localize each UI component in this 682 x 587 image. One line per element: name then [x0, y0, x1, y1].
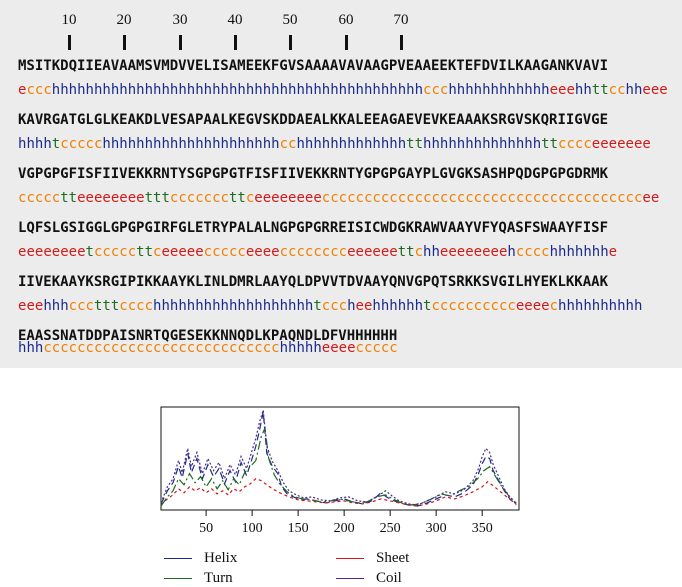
- x-axis: 50 100 150 200 250 300 350: [199, 510, 493, 536]
- structure-line: hhhhtccccchhhhhhhhhhhhhhhhhhhhhcchhhhhhh…: [18, 136, 651, 152]
- sequence-line: LQFSLGSIGGLGPGPGIRFGLETRYPALALNGPGPGRREI…: [18, 220, 609, 236]
- sequence-line: KAVRGATGLGLKEAKDLVESAPAALKEGVSKDDAEALKKA…: [18, 112, 609, 128]
- x-tick-label: 50: [199, 521, 213, 536]
- x-tick-label: 350: [472, 521, 493, 536]
- sequence-line: IIVEKAAYKSRGIPIKKAAYKLINLDMRLAAYQLDPVVTD…: [18, 274, 609, 290]
- ruler-label: 50: [282, 12, 298, 28]
- series-line-helix: [160, 411, 517, 507]
- legend-item-coil: Coil: [336, 570, 402, 587]
- sequence-line: MSITKDQIIEAVAAMSVMDVVELISAMEEKFGVSAAAAVA…: [18, 58, 609, 74]
- legend-label: Turn: [204, 570, 233, 586]
- ruler-tick: [234, 35, 237, 50]
- legend-swatch: [164, 558, 192, 560]
- legend-item-sheet: Sheet: [336, 550, 409, 567]
- legend-item-turn: Turn: [164, 570, 233, 587]
- series-line-coil: [160, 409, 517, 506]
- x-tick-label: 200: [334, 521, 355, 536]
- ruler-label: 70: [393, 12, 409, 28]
- ruler-label: 30: [172, 12, 188, 28]
- series-layer: [160, 409, 517, 507]
- ruler-label: 40: [227, 12, 243, 28]
- ruler-tick: [123, 35, 126, 50]
- legend-label: Coil: [376, 570, 402, 586]
- ruler-label: 20: [116, 12, 132, 28]
- x-tick-label: 150: [288, 521, 309, 536]
- series-line-sheet: [160, 478, 517, 507]
- legend-item-helix: Helix: [164, 550, 237, 567]
- x-tick-label: 100: [242, 521, 263, 536]
- sequence-panel: 10 20 30 40 50 60 70 MSITKDQIIEAVAAMSVMDVVELIS…: [0, 0, 682, 368]
- sequence-line: VGPGPGFISFIIVEKKRNTYSGPGPGTFISFIIVEKKRNT…: [18, 166, 609, 182]
- ruler-label: 60: [338, 12, 354, 28]
- ruler-tick: [289, 35, 292, 50]
- ruler-label: 10: [61, 12, 77, 28]
- x-tick-label: 250: [380, 521, 401, 536]
- structure-line: eccchhhhhhhhhhhhhhhhhhhhhhhhhhhhhhhhhhhh…: [18, 82, 668, 98]
- structure-line: eeehhhccctttcccchhhhhhhhhhhhhhhhhhhtccch…: [18, 298, 643, 314]
- structure-line: ccccctteeeeeeeetttcccccccttceeeeeeeecccc…: [18, 190, 660, 206]
- structure-line: hhhcccccccccccccccccccccccccccchhhhheeee…: [18, 340, 398, 356]
- legend-swatch: [336, 558, 364, 560]
- legend-label: Sheet: [376, 550, 410, 566]
- plot-frame: [160, 406, 520, 511]
- legend-label: Helix: [204, 550, 238, 566]
- ruler-tick: [400, 35, 403, 50]
- sequence-line: EAASSNATDDPAISNRTQGESEKKNNQDLKPAQNDLDFVH…: [18, 328, 398, 344]
- legend-swatch: [164, 578, 192, 580]
- legend-swatch: [336, 578, 364, 580]
- ruler-tick: [179, 35, 182, 50]
- ruler-tick: [68, 35, 71, 50]
- ruler-tick: [345, 35, 348, 50]
- x-tick-label: 300: [426, 521, 447, 536]
- structure-line: eeeeeeeetcccccttceeeeeccccceeeecccccccce…: [18, 244, 618, 260]
- series-line-turn: [160, 426, 517, 507]
